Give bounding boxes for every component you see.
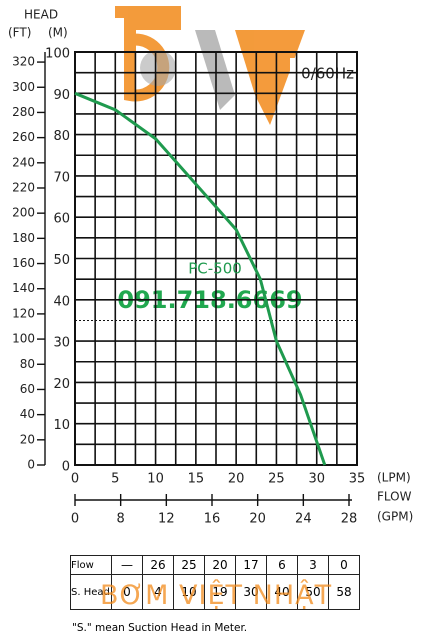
table-cell: 25 xyxy=(173,555,205,575)
gpm-tick-label: 8 xyxy=(117,512,125,527)
logo xyxy=(115,6,305,125)
table-cell: 30 xyxy=(235,574,267,610)
table-cell: 0 xyxy=(328,555,360,575)
table-cell: 3 xyxy=(297,555,329,575)
table-cell: 58 xyxy=(328,574,360,610)
gpm-tick-label: 24 xyxy=(295,512,312,527)
x-tick-label: 35 xyxy=(349,472,366,487)
table-row: S. Head 0 4 10 19 30 40 50 58 xyxy=(70,574,360,610)
y2-tick-label: 80 xyxy=(20,357,35,371)
table-cell: 17 xyxy=(235,555,267,575)
x-tick-label: 25 xyxy=(268,472,285,487)
gpm-tick-label: 20 xyxy=(249,512,266,527)
y-tick-label: 40 xyxy=(53,294,70,309)
y-tick-label: 80 xyxy=(53,129,70,144)
y-tick-label: 60 xyxy=(53,212,70,227)
y-tick-label: 50 xyxy=(53,253,70,268)
plot-border xyxy=(74,51,358,466)
y2-tick-label: 320 xyxy=(12,55,35,69)
y2-tick-label: 160 xyxy=(12,256,35,270)
y-tick-label: 90 xyxy=(53,88,70,103)
y2-tick-label: 60 xyxy=(20,382,35,396)
series-label: PC-500 xyxy=(188,260,242,278)
gpm-tick-label: 16 xyxy=(204,512,221,527)
y-unit: (M) xyxy=(48,26,68,40)
frequency: 0/60Hz xyxy=(301,65,354,83)
y2-tick-label: 200 xyxy=(12,206,35,220)
y-tick-label: 10 xyxy=(53,418,70,433)
y-title: HEAD xyxy=(24,8,58,22)
x-tick-label: 15 xyxy=(188,472,205,487)
table: Flow —26 25 20 17 6 3 0 S. Head 0 4 10 19 30 40 50 58 xyxy=(70,555,360,610)
y-tick-label: 0 xyxy=(62,460,70,475)
table-cell: — xyxy=(111,555,143,575)
y2-tick-label: 240 xyxy=(12,155,35,169)
x-tick-label: 20 xyxy=(228,472,245,487)
watermark-brand: BƠM VIỆT NHẬT xyxy=(100,580,333,611)
gpm-tick-label: 28 xyxy=(341,512,358,527)
y2-tick-label: 100 xyxy=(12,332,35,346)
x-tick-label: 5 xyxy=(111,472,119,487)
gpm-unit: (GPM) xyxy=(377,510,413,524)
y-tick-label: 100 xyxy=(45,47,70,62)
table-cell: 20 xyxy=(204,555,236,575)
gpm-tick-label: 0 xyxy=(71,512,79,527)
y2-tick-label: 180 xyxy=(12,231,35,245)
y2-tick-label: 120 xyxy=(12,306,35,320)
y2-tick-label: 20 xyxy=(20,432,35,446)
x-title: FLOW xyxy=(377,490,412,504)
curve xyxy=(74,91,327,466)
table-cell: 10 xyxy=(173,574,205,610)
x-unit: (LPM) xyxy=(377,471,411,485)
y2-tick-label: 260 xyxy=(12,130,35,144)
y2-tick-label: 220 xyxy=(12,180,35,194)
y2-tick-label: 40 xyxy=(20,407,35,421)
y-tick-label: 70 xyxy=(53,170,70,185)
y2-tick-label: 300 xyxy=(12,80,35,94)
hz-box xyxy=(290,58,356,90)
y2-unit: (FT) xyxy=(8,26,31,40)
y-tick-label: 20 xyxy=(53,377,70,392)
y2-tick-label: 140 xyxy=(12,281,35,295)
table-cell: 26 xyxy=(142,555,174,575)
gpm-tick-label: 12 xyxy=(158,512,175,527)
table-cell: 4 xyxy=(142,574,174,610)
table-cell: 6 xyxy=(266,555,298,575)
table-cell: Flow xyxy=(70,555,112,575)
table-cell: 0 xyxy=(111,574,143,610)
x-tick-label: 0 xyxy=(71,472,79,487)
y2-tick-label: 280 xyxy=(12,105,35,119)
y2-tick-label: 0 xyxy=(27,458,35,472)
y-tick-label: 30 xyxy=(53,336,70,351)
table-cell: S. Head xyxy=(70,574,112,610)
footnote: "S." mean Suction Head in Meter. xyxy=(72,622,248,634)
x-tick-label: 30 xyxy=(308,472,325,487)
x-tick-label: 10 xyxy=(147,472,164,487)
table-row: Flow —26 25 20 17 6 3 0 xyxy=(70,555,360,575)
table-cell: 50 xyxy=(297,574,329,610)
